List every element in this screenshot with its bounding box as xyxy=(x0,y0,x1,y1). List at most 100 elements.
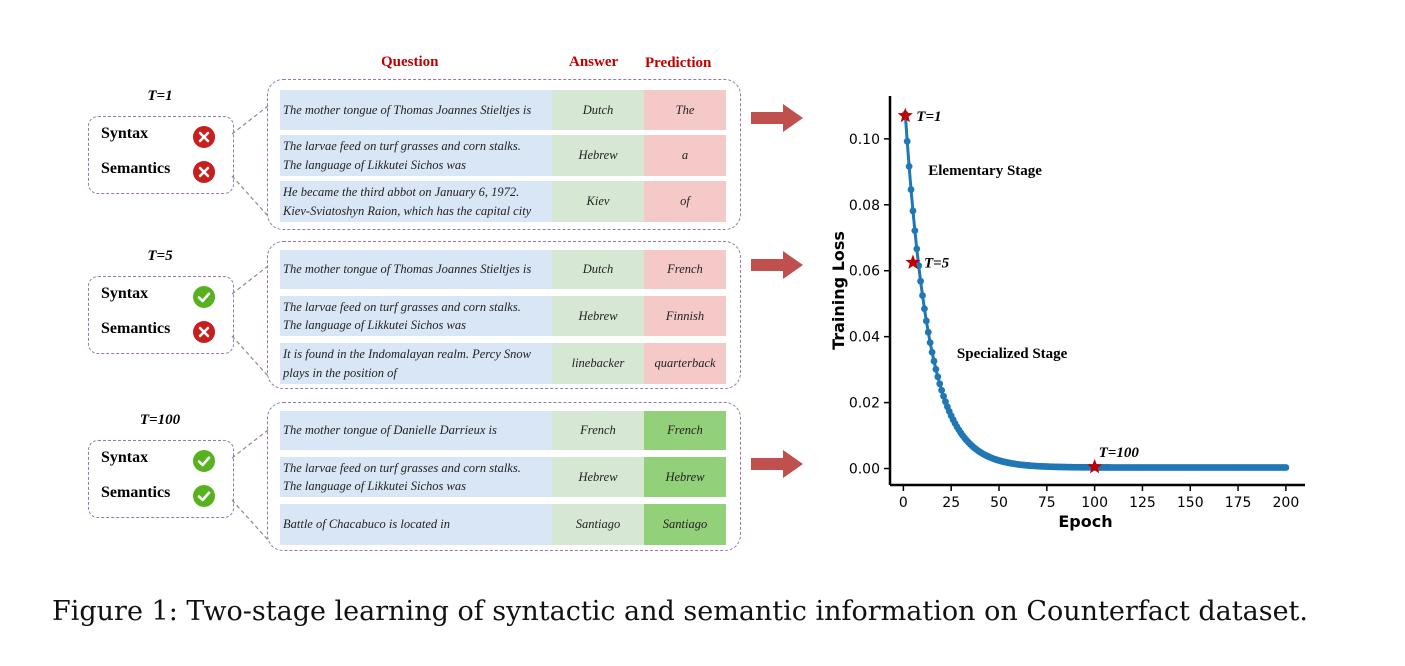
cross-icon xyxy=(193,161,215,183)
data-point xyxy=(921,305,928,313)
star-marker-icon xyxy=(897,107,913,123)
data-point xyxy=(930,357,938,365)
data-point xyxy=(940,392,947,400)
time-step-label: T=5 xyxy=(147,248,173,264)
x-axis-label: Epoch xyxy=(1058,512,1112,531)
data-point xyxy=(917,277,924,285)
prediction-cell: French xyxy=(644,250,726,289)
answer-cell: Hebrew xyxy=(552,457,644,497)
connector-lines xyxy=(231,429,269,540)
x-tick-label: 100 xyxy=(1081,495,1108,511)
question-header: Question xyxy=(381,54,439,70)
table-row: The mother tongue of Danielle Darrieux i… xyxy=(280,411,726,450)
data-point xyxy=(936,380,944,388)
question-cell: The larvae feed on turf grasses and corn… xyxy=(280,296,552,336)
prediction-cell: French xyxy=(644,411,726,450)
answer-cell: Dutch xyxy=(552,90,644,130)
y-tick-label: 0.06 xyxy=(849,264,880,280)
table-row: Battle of Chacabuco is located in Santiag… xyxy=(280,504,726,545)
status-box: Syntax Semantics xyxy=(88,276,234,354)
check-icon xyxy=(193,286,215,308)
time-step-label: T=1 xyxy=(147,88,173,104)
prediction-cell: of xyxy=(644,181,726,222)
x-tick-label: 175 xyxy=(1225,495,1252,511)
answer-cell: Hebrew xyxy=(552,135,644,176)
data-point xyxy=(924,328,932,336)
question-cell: The larvae feed on turf grasses and corn… xyxy=(280,457,552,497)
question-cell: The mother tongue of Danielle Darrieux i… xyxy=(280,411,552,450)
prediction-header: Prediction xyxy=(645,55,712,71)
cross-icon xyxy=(193,126,215,148)
answer-cell: Kiev xyxy=(552,181,644,222)
table-row: The mother tongue of Thomas Joannes Stie… xyxy=(280,90,726,130)
star-marker-icon xyxy=(1087,458,1103,474)
x-tick-label: 125 xyxy=(1129,495,1156,511)
star-marker-icon xyxy=(905,254,921,269)
right-arrow-icon xyxy=(751,104,803,132)
question-cell: Battle of Chacabuco is located in xyxy=(280,504,552,545)
data-point xyxy=(911,227,919,235)
answer-cell: Hebrew xyxy=(552,296,644,336)
y-axis-label: Training Loss xyxy=(829,231,848,350)
table-row: He became the third abbot on January 6, … xyxy=(280,181,726,222)
connector-lines xyxy=(231,105,269,216)
status-box: Syntax Semantics xyxy=(88,440,234,518)
answer-cell: French xyxy=(552,411,644,450)
marker-label: T=5 xyxy=(924,255,950,271)
data-point xyxy=(932,365,940,373)
x-tick-label: 200 xyxy=(1273,495,1300,511)
data-point xyxy=(907,186,915,193)
data-point xyxy=(926,339,934,347)
data-point xyxy=(938,386,946,394)
check-icon xyxy=(193,450,215,472)
y-tick-label: 0.08 xyxy=(849,198,880,214)
stage-annotation: Elementary Stage xyxy=(928,163,1042,179)
syntax-label: Syntax xyxy=(101,285,149,302)
cross-icon xyxy=(193,321,215,343)
semantics-label: Semantics xyxy=(101,484,171,501)
syntax-label: Syntax xyxy=(101,125,149,142)
table-row: The larvae feed on turf grasses and corn… xyxy=(280,135,726,176)
data-point xyxy=(1282,464,1290,471)
semantics-label: Semantics xyxy=(101,320,171,337)
status-box: Syntax Semantics xyxy=(88,116,234,194)
x-tick-label: 25 xyxy=(942,495,960,511)
semantics-label: Semantics xyxy=(101,160,171,177)
data-point xyxy=(934,373,942,381)
x-tick-label: 50 xyxy=(990,495,1008,511)
answer-cell: Dutch xyxy=(552,250,644,289)
question-cell: The larvae feed on turf grasses and corn… xyxy=(280,135,552,176)
x-tick-label: 0 xyxy=(899,495,908,511)
y-tick-label: 0.04 xyxy=(849,330,880,346)
marker-label: T=100 xyxy=(1099,445,1140,461)
figure-caption: Figure 1: Two-stage learning of syntacti… xyxy=(52,596,1308,627)
question-cell: It is found in the Indomalayan realm. Pe… xyxy=(280,343,552,384)
stage-annotation: Specialized Stage xyxy=(957,346,1068,362)
y-tick-label: 0.02 xyxy=(849,396,880,412)
prediction-cell: Santiago xyxy=(644,504,726,545)
question-cell: The mother tongue of Thomas Joannes Stie… xyxy=(280,250,552,289)
data-point xyxy=(928,348,936,356)
y-tick-label: 0.10 xyxy=(849,132,880,148)
prediction-cell: The xyxy=(644,90,726,130)
data-point xyxy=(903,137,911,145)
time-step-label: T=100 xyxy=(139,412,181,428)
right-arrow-icon xyxy=(751,251,803,279)
training-loss-chart: 0 25 50 75 100 125 150 175 200 0.00 0.02 0.04 0.06 0.… xyxy=(829,96,1305,531)
connector-lines xyxy=(231,265,269,376)
question-cell: He became the third abbot on January 6, … xyxy=(280,181,552,222)
prediction-cell: Hebrew xyxy=(644,457,726,497)
example-group: The mother tongue of Danielle Darrieux i… xyxy=(267,402,741,551)
x-tick-label: 75 xyxy=(1038,495,1056,511)
table-row: It is found in the Indomalayan realm. Pe… xyxy=(280,343,726,384)
x-tick-label: 150 xyxy=(1177,495,1204,511)
syntax-label: Syntax xyxy=(101,449,149,466)
data-point xyxy=(919,292,926,299)
y-tick-label: 0.00 xyxy=(849,462,880,478)
table-row: The larvae feed on turf grasses and corn… xyxy=(280,457,726,497)
question-cell: The mother tongue of Thomas Joannes Stie… xyxy=(280,90,552,130)
answer-header: Answer xyxy=(569,54,619,70)
marker-label: T=1 xyxy=(916,109,941,125)
table-row: The mother tongue of Thomas Joannes Stie… xyxy=(280,250,726,289)
answer-cell: linebacker xyxy=(552,343,644,384)
